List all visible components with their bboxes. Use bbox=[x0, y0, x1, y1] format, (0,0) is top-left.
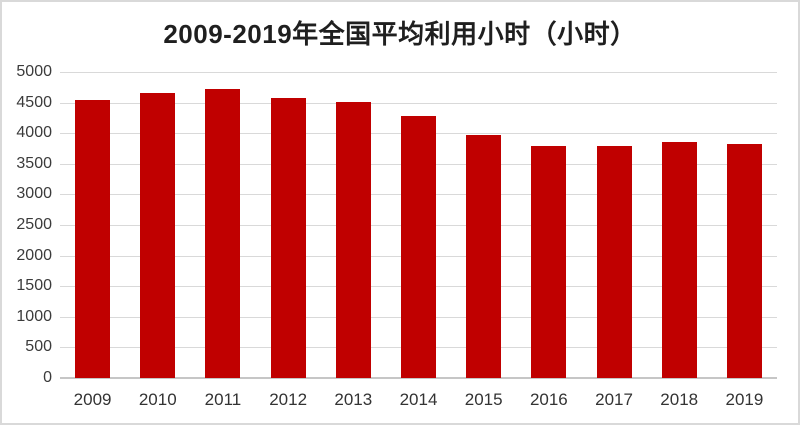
x-axis-label-2018: 2018 bbox=[660, 390, 699, 409]
x-axis-label-2015: 2015 bbox=[464, 390, 503, 409]
x-axis-line bbox=[60, 377, 777, 379]
bar-2016 bbox=[531, 146, 567, 378]
bar-2017 bbox=[596, 146, 632, 378]
bar-2011 bbox=[205, 88, 241, 378]
x-axis-label-2017: 2017 bbox=[595, 390, 633, 409]
chart-title: 2009-2019年全国平均利用小时（小时） bbox=[163, 19, 637, 49]
gridline bbox=[60, 102, 777, 104]
x-axis-label-2016: 2016 bbox=[529, 390, 568, 409]
x-axis-label-2010: 2010 bbox=[138, 390, 177, 409]
gridline bbox=[60, 72, 777, 73]
y-axis-label-1500: 1500 bbox=[16, 277, 52, 295]
y-axis-label-3500: 3500 bbox=[16, 154, 52, 172]
bar-2010 bbox=[140, 93, 176, 378]
y-axis-label-3000: 3000 bbox=[16, 185, 52, 203]
x-axis-label-2011: 2011 bbox=[204, 390, 242, 409]
x-axis-label-2014: 2014 bbox=[399, 390, 438, 409]
y-axis-label-500: 500 bbox=[25, 338, 52, 356]
x-axis-label-2009: 2009 bbox=[73, 390, 112, 409]
plot-area bbox=[60, 72, 777, 379]
y-axis-label-2000: 2000 bbox=[16, 246, 52, 264]
x-axis-label-2013: 2013 bbox=[334, 390, 373, 409]
y-axis-label-5000: 5000 bbox=[16, 63, 52, 80]
x-axis-label-2012: 2012 bbox=[269, 390, 308, 409]
bar-2015 bbox=[466, 135, 502, 378]
bar-2019 bbox=[726, 143, 762, 378]
y-axis-label-2500: 2500 bbox=[16, 216, 52, 233]
bar-2009 bbox=[75, 99, 111, 378]
y-axis-label-0: 0 bbox=[43, 369, 52, 386]
bar-2012 bbox=[270, 98, 306, 378]
bar-2014 bbox=[401, 115, 436, 378]
x-axis-label-2019: 2019 bbox=[725, 390, 764, 409]
y-axis-label-1000: 1000 bbox=[16, 307, 52, 325]
y-axis-label-4500: 4500 bbox=[16, 93, 52, 111]
bar-2018 bbox=[661, 141, 697, 378]
y-axis-label-4000: 4000 bbox=[16, 124, 52, 142]
bar-2013 bbox=[335, 101, 371, 378]
